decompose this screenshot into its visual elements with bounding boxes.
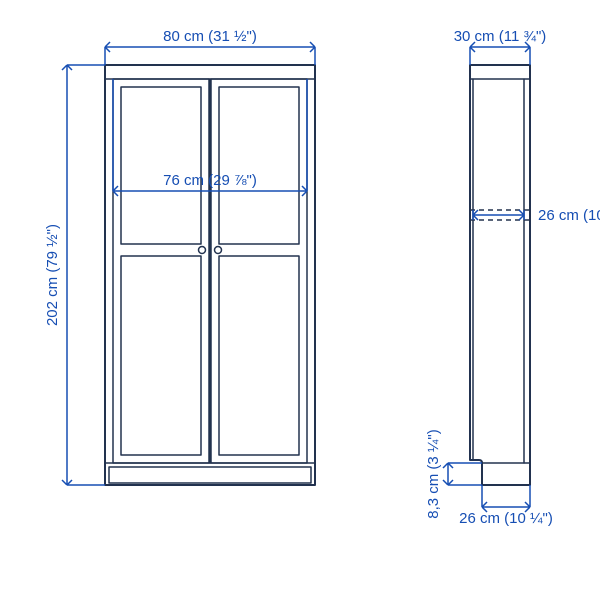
dim-width: 80 cm (31 ½") [163,28,257,45]
dim-shelf-depth: 26 cm (10 ¼") [538,207,600,224]
dim-inner-width: 76 cm (29 ⅞") [163,172,257,189]
dim-toe-height: 8,3 cm (3 ¼") [425,429,442,519]
dimension-drawing: 80 cm (31 ½") 76 cm (29 ⅞") 202 cm (79 ½")… [0,0,600,600]
dim-toe-depth: 26 cm (10 ¼") [459,510,553,527]
side-view [470,65,530,485]
front-view [105,65,315,485]
dim-height: 202 cm (79 ½") [44,224,61,326]
dim-depth: 30 cm (11 ¾") [454,28,547,45]
